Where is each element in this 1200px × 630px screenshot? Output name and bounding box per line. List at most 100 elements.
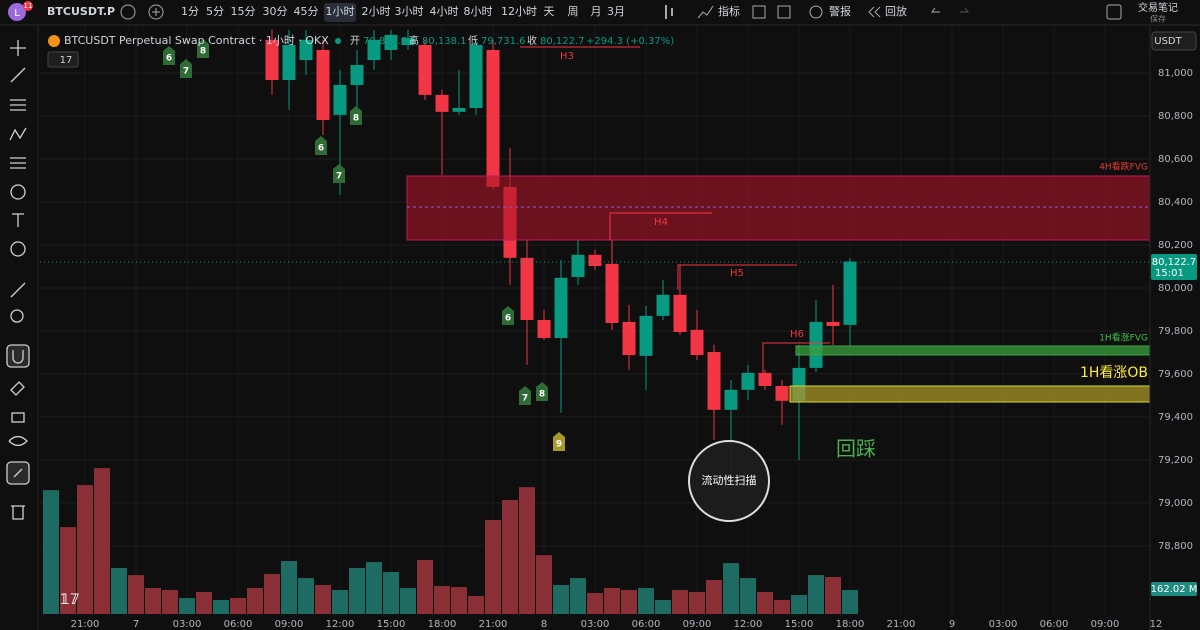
- volume-bar: [43, 490, 59, 614]
- interval-button[interactable]: 1分: [181, 5, 199, 18]
- indicator-toggle[interactable]: [47, 51, 79, 68]
- interval-button[interactable]: 天: [544, 5, 555, 18]
- alerts-icon[interactable]: [809, 5, 823, 19]
- interval-button[interactable]: 周: [568, 5, 579, 18]
- td-marker: [553, 432, 565, 451]
- draw-mode-tool[interactable]: [10, 381, 25, 396]
- visibility-tool[interactable]: [8, 435, 28, 447]
- y-tick-label: 79,400: [1158, 412, 1193, 423]
- x-tick-label: 03:00: [173, 619, 202, 630]
- volume-bar: [128, 575, 144, 614]
- layout-icon[interactable]: [752, 5, 766, 19]
- volume-bar: [553, 584, 569, 614]
- low-value: 79,731.6: [481, 36, 526, 47]
- delete-tool[interactable]: [11, 505, 25, 520]
- zoom-tool[interactable]: [10, 309, 24, 323]
- trendline-tool[interactable]: [10, 67, 26, 83]
- retest-label: 回踩: [836, 437, 876, 461]
- lock-tool[interactable]: [11, 412, 25, 423]
- save[interactable]: 保存: [1150, 14, 1166, 24]
- y-tick-label: 79,600: [1158, 369, 1193, 380]
- replay-icon[interactable]: [868, 6, 881, 18]
- symbol[interactable]: BTCUSDT.P: [47, 5, 115, 18]
- avatar-letter[interactable]: L: [14, 8, 20, 19]
- interval-button[interactable]: 30分: [263, 5, 288, 18]
- interval-button[interactable]: 15分: [231, 5, 256, 18]
- h5-line: [677, 264, 797, 290]
- currency-button[interactable]: [1151, 31, 1197, 51]
- td-marker: [333, 164, 345, 183]
- interval-button[interactable]: 45分: [294, 5, 319, 18]
- volume-bar: [196, 591, 212, 614]
- interval-button[interactable]: 1小时: [326, 5, 355, 18]
- interval-button[interactable]: 4小时: [430, 5, 459, 18]
- volume-bar: [315, 584, 331, 614]
- td-count: 7: [183, 67, 189, 77]
- volume-bar: [247, 587, 263, 614]
- avatar[interactable]: [8, 3, 26, 21]
- volume-bar: [621, 590, 637, 614]
- shapes-tool[interactable]: [10, 184, 26, 200]
- candle-body: [843, 261, 857, 325]
- forecast-tool[interactable]: [10, 157, 26, 169]
- crosshair-tool[interactable]: [10, 40, 26, 56]
- h6-label: H6: [790, 329, 804, 340]
- alerts[interactable]: 警报: [829, 4, 851, 18]
- volume-bar: [468, 595, 484, 614]
- volume-bar: [162, 590, 178, 614]
- x-tick-label: 12:00: [734, 619, 763, 630]
- td-marker: [536, 382, 548, 401]
- icon-tool[interactable]: [10, 241, 26, 257]
- add-symbol-icon[interactable]: [148, 4, 164, 20]
- symbol-icon: [48, 35, 60, 47]
- h4-line: [609, 212, 712, 240]
- interval-button[interactable]: 8小时: [464, 5, 493, 18]
- interval-button[interactable]: 5分: [206, 5, 224, 18]
- fib-tool[interactable]: [10, 99, 26, 111]
- x-tick-label: 12: [1150, 619, 1163, 630]
- text-tool[interactable]: [12, 213, 24, 227]
- volume-bar: [451, 587, 467, 614]
- interval-button[interactable]: 3小时: [395, 5, 424, 18]
- candle-body: [367, 39, 381, 61]
- chart-area: 6 7 8 6 7 8 6 7 8 9: [40, 26, 1157, 616]
- interval-button[interactable]: 12小时: [501, 5, 537, 18]
- redo-icon[interactable]: [960, 7, 969, 13]
- candle-body: [724, 389, 738, 410]
- candle-body: [809, 321, 823, 368]
- compare-icon[interactable]: [120, 4, 136, 20]
- indicators[interactable]: 指标: [718, 4, 740, 18]
- interval-button[interactable]: 月: [591, 5, 602, 18]
- measure-tool[interactable]: [10, 282, 26, 298]
- replay[interactable]: 回放: [885, 4, 907, 18]
- interval-button[interactable]: 2小时: [362, 5, 391, 18]
- interval-button[interactable]: 3月: [607, 5, 625, 18]
- bullish-ob-zone: [789, 385, 1151, 403]
- candle-body: [316, 49, 330, 121]
- x-tick-label: 06:00: [1040, 619, 1069, 630]
- td-marker: [502, 306, 514, 325]
- volume-bar: [77, 485, 93, 614]
- volume-bar: [366, 562, 382, 614]
- fullscreen-icon[interactable]: [1106, 4, 1122, 20]
- volume-bar: [179, 598, 195, 614]
- open-value: 79,828.3: [363, 36, 408, 47]
- chart-type-icon[interactable]: [665, 5, 673, 19]
- pattern-tool[interactable]: [9, 127, 27, 141]
- td-count: 6: [318, 144, 324, 154]
- indicator-count[interactable]: 17: [60, 55, 73, 66]
- candle-body: [282, 44, 296, 81]
- legend: BTCUSDT Perpetual Swap Contract · 1小时 · …: [47, 34, 674, 68]
- templates-icon[interactable]: [777, 5, 791, 19]
- volume-bar: [230, 598, 246, 614]
- bearish-fvg-zone: [406, 175, 1151, 241]
- notes[interactable]: 交易笔记: [1138, 1, 1178, 14]
- currency-label[interactable]: USDT: [1154, 36, 1182, 47]
- volume-bar: [264, 574, 280, 614]
- x-tick-label: 21:00: [71, 619, 100, 630]
- undo-icon[interactable]: [931, 7, 940, 13]
- h3-label: H3: [560, 51, 574, 62]
- indicators-icon[interactable]: [697, 5, 714, 19]
- magnet-tool[interactable]: [6, 344, 30, 368]
- td-count: 8: [539, 390, 545, 400]
